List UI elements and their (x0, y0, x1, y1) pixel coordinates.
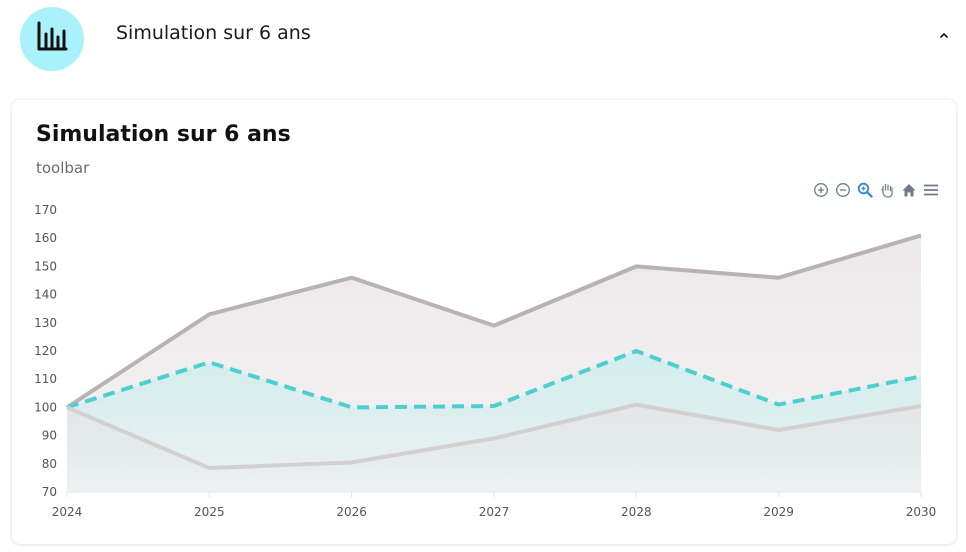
y-tick-label: 110 (34, 372, 57, 386)
menu-icon (923, 182, 939, 202)
chart-card: 70 80 90 100 110 120 130 140 150 160 170 2024 2025 20… (12, 100, 956, 544)
selection-zoom-icon (857, 182, 873, 202)
series-line-lower (66, 402, 922, 470)
series-area-lower (67, 404, 921, 492)
reset-zoom-button[interactable] (900, 183, 918, 201)
zoom-in-icon (813, 182, 829, 202)
home-reset-icon (901, 182, 917, 202)
y-tick-label: 70 (42, 485, 57, 499)
y-tick-label: 160 (34, 231, 57, 245)
x-tick-label: 2025 (194, 505, 225, 519)
x-tick-label: 2029 (763, 505, 794, 519)
series-line-upper (65, 233, 922, 410)
y-tick-label: 140 (34, 288, 57, 302)
chart-title: Simulation sur 6 ans (36, 122, 291, 147)
y-tick-label: 80 (42, 457, 57, 471)
series-line-middle (66, 349, 922, 410)
chart-area: 70 80 90 100 110 120 130 140 150 160 170 2024 2025 20… (34, 203, 937, 519)
y-tick-label: 90 (42, 429, 57, 443)
y-tick-label: 170 (34, 203, 57, 217)
x-tick-label: 2028 (621, 505, 652, 519)
y-tick-label: 130 (34, 316, 57, 330)
y-tick-label: 100 (34, 400, 57, 414)
chart-toolbar (812, 182, 940, 202)
menu-button[interactable] (922, 183, 940, 201)
selection-zoom-button[interactable] (856, 182, 874, 202)
chart-subtitle: toolbar (36, 159, 90, 177)
x-tick-label: 2024 (52, 505, 83, 519)
zoom-out-button[interactable] (834, 183, 852, 201)
pan-hand-icon (879, 182, 895, 202)
chevron-up-icon (938, 25, 950, 44)
section-header: Simulation sur 6 ans (0, 0, 966, 80)
chart-avatar (20, 7, 84, 71)
y-tick-label: 150 (34, 259, 57, 273)
x-tick-label: 2030 (906, 505, 937, 519)
x-tick-label: 2026 (336, 505, 367, 519)
zoom-out-icon (835, 182, 851, 202)
collapse-button[interactable] (936, 26, 952, 42)
zoom-in-button[interactable] (812, 183, 830, 201)
pan-button[interactable] (878, 183, 896, 201)
x-tick-label: 2027 (479, 505, 510, 519)
bar-chart-icon (35, 20, 69, 58)
section-title: Simulation sur 6 ans (116, 22, 311, 44)
y-tick-label: 120 (34, 344, 57, 358)
